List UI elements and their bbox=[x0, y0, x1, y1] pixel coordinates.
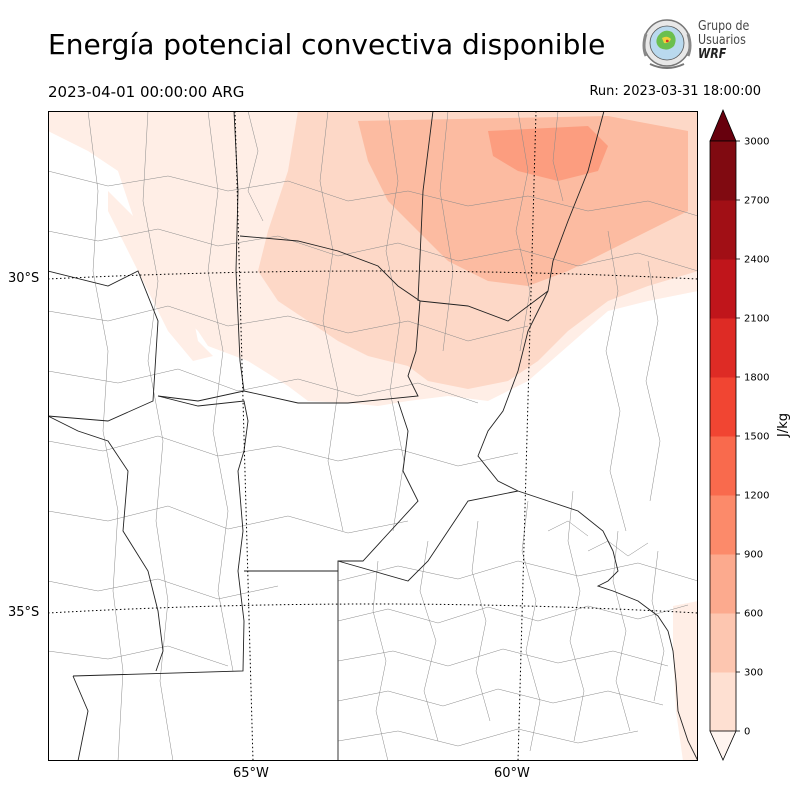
colorbar-swatch bbox=[710, 200, 736, 260]
lon-label-60w: 60°W bbox=[494, 766, 530, 781]
map-title: Energía potencial convectiva disponible bbox=[48, 28, 606, 61]
colorbar-label: J/kg bbox=[776, 413, 791, 437]
graticule bbox=[48, 111, 698, 761]
run-time: Run: 2023-03-31 18:00:00 bbox=[589, 84, 761, 99]
colorbar-tick-label: 1800 bbox=[744, 373, 769, 384]
colorbar-tick-label: 600 bbox=[744, 609, 763, 620]
cape-shading-high bbox=[358, 116, 688, 286]
valid-time: 2023-04-01 00:00:00 ARG bbox=[48, 83, 245, 101]
globe-logo-icon bbox=[642, 19, 692, 69]
colorbar-tick-label: 3000 bbox=[744, 137, 769, 148]
colorbar-tick-label: 300 bbox=[744, 668, 763, 679]
colorbar-swatch bbox=[710, 377, 736, 437]
colorbar-swatch bbox=[710, 141, 736, 201]
lon-label-65w: 65°W bbox=[233, 766, 269, 781]
colorbar-tick-label: 0 bbox=[744, 727, 750, 738]
cape-map bbox=[48, 111, 698, 761]
cape-shading-peak bbox=[488, 126, 608, 181]
wrf-logo: Grupo de Usuarios WRF bbox=[638, 16, 768, 72]
colorbar-extend-max bbox=[709, 108, 737, 142]
logo-line-1: Grupo de bbox=[698, 18, 750, 34]
cape-shading-coast bbox=[673, 601, 698, 761]
logo-line-3: WRF bbox=[698, 46, 727, 62]
colorbar-ticks: 0 300 600 900 1200 1500 1800 2100 2400 2700 3000 bbox=[736, 137, 769, 738]
lat-label-30s: 30°S bbox=[8, 271, 40, 286]
coastline bbox=[596, 550, 698, 761]
lat-label-35s: 35°S bbox=[8, 605, 40, 620]
colorbar-swatch bbox=[710, 672, 736, 732]
colorbar-tick-label: 2700 bbox=[744, 196, 769, 207]
colorbar-swatches bbox=[709, 108, 737, 761]
colorbar-swatch bbox=[710, 436, 736, 496]
colorbar-swatch bbox=[710, 318, 736, 378]
province-boundaries bbox=[48, 111, 614, 761]
colorbar-tick-label: 900 bbox=[744, 550, 763, 561]
logo-text: Grupo de Usuarios WRF bbox=[698, 19, 749, 61]
buenos-aires-partidos bbox=[337, 490, 698, 761]
colorbar-swatch bbox=[710, 554, 736, 614]
department-boundaries bbox=[48, 111, 698, 761]
colorbar-swatch bbox=[710, 259, 736, 319]
colorbar-tick-label: 1200 bbox=[744, 491, 769, 502]
colorbar-swatch bbox=[710, 613, 736, 673]
colorbar-extend-min bbox=[709, 730, 737, 761]
colorbar-tick-label: 2400 bbox=[744, 255, 769, 266]
colorbar: 0 300 600 900 1200 1500 1800 2100 2400 2700 3000 bbox=[709, 108, 769, 761]
colorbar-tick-label: 1500 bbox=[744, 432, 769, 443]
colorbar-swatch bbox=[710, 495, 736, 555]
logo-line-2: Usuarios bbox=[698, 32, 746, 48]
colorbar-tick-label: 2100 bbox=[744, 314, 769, 325]
